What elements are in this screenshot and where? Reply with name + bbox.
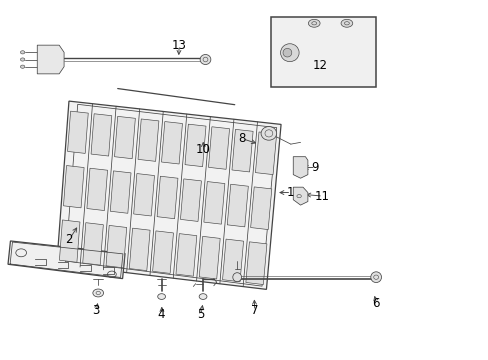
Polygon shape (82, 223, 103, 265)
Polygon shape (138, 119, 159, 161)
Polygon shape (293, 157, 307, 178)
Polygon shape (133, 174, 154, 216)
Text: 6: 6 (372, 297, 379, 310)
Polygon shape (57, 101, 281, 289)
Ellipse shape (20, 51, 25, 54)
Polygon shape (114, 116, 135, 159)
Bar (271, 17, 375, 87)
Polygon shape (67, 111, 88, 153)
Text: 13: 13 (171, 39, 186, 52)
Polygon shape (208, 127, 229, 169)
Text: 3: 3 (92, 305, 99, 318)
Polygon shape (129, 228, 150, 271)
Polygon shape (110, 171, 131, 213)
Ellipse shape (280, 44, 299, 62)
Polygon shape (152, 231, 173, 274)
Polygon shape (184, 124, 205, 167)
Ellipse shape (232, 273, 241, 282)
Polygon shape (227, 184, 248, 227)
Text: 5: 5 (197, 308, 204, 321)
Polygon shape (106, 225, 126, 268)
Text: 7: 7 (250, 305, 258, 318)
Text: 8: 8 (238, 132, 245, 145)
Polygon shape (255, 132, 276, 175)
Text: 9: 9 (311, 161, 318, 174)
Ellipse shape (199, 294, 206, 300)
Text: 2: 2 (65, 233, 73, 246)
Polygon shape (180, 179, 201, 221)
Polygon shape (231, 129, 253, 172)
Polygon shape (8, 241, 125, 279)
Ellipse shape (200, 54, 210, 64)
Ellipse shape (93, 289, 103, 297)
Ellipse shape (158, 294, 165, 300)
Ellipse shape (283, 48, 291, 57)
Polygon shape (199, 237, 220, 279)
Polygon shape (157, 176, 178, 219)
Text: 11: 11 (314, 190, 329, 203)
Polygon shape (222, 239, 243, 282)
Ellipse shape (20, 58, 25, 61)
Polygon shape (161, 122, 182, 164)
Ellipse shape (20, 65, 25, 68)
Ellipse shape (370, 272, 381, 283)
Ellipse shape (340, 19, 352, 27)
Polygon shape (63, 166, 84, 208)
Polygon shape (250, 187, 271, 230)
Polygon shape (37, 45, 64, 74)
Polygon shape (203, 181, 224, 224)
Polygon shape (176, 234, 196, 276)
Text: 4: 4 (158, 308, 165, 321)
Text: 1: 1 (286, 186, 294, 199)
Polygon shape (245, 242, 266, 284)
Polygon shape (60, 220, 80, 262)
Ellipse shape (308, 19, 320, 27)
Ellipse shape (261, 127, 276, 140)
Polygon shape (87, 168, 107, 211)
Polygon shape (91, 114, 112, 156)
Polygon shape (293, 187, 307, 205)
Text: 10: 10 (195, 143, 210, 156)
Text: 12: 12 (312, 59, 327, 72)
